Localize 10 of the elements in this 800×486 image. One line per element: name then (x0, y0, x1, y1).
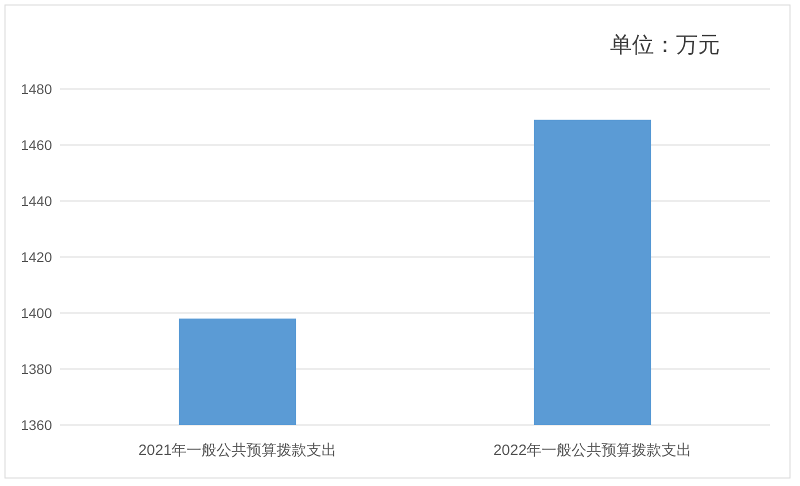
x-tick-label: 2021年一般公共预算拨款支出 (138, 442, 337, 459)
y-tick-label: 1440 (20, 192, 52, 209)
chart-title: 单位：万元 (610, 32, 720, 57)
y-tick-label: 1460 (20, 136, 52, 153)
y-tick-label: 1380 (20, 360, 52, 377)
y-tick-label: 1360 (20, 416, 52, 433)
x-tick-label: 2022年一般公共预算拨款支出 (493, 442, 692, 459)
y-tick-label: 1480 (20, 80, 52, 97)
y-tick-label: 1420 (20, 248, 52, 265)
y-tick-label: 1400 (20, 304, 52, 321)
